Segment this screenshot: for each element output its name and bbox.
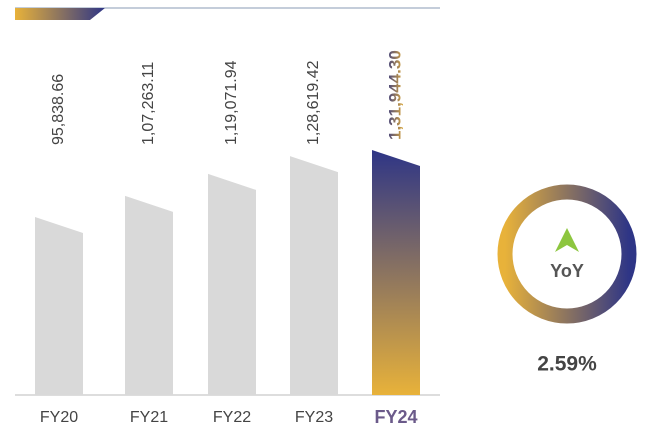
value-label: 1,07,263.11 xyxy=(140,62,157,145)
yoy-value: 2.59% xyxy=(537,353,597,376)
value-label: 95,838.66 xyxy=(50,74,67,145)
bar xyxy=(35,217,83,395)
bar xyxy=(372,150,420,395)
x-tick-label: FY24 xyxy=(374,407,417,427)
yoy-arrow xyxy=(555,228,579,252)
x-tick-label: FY20 xyxy=(40,409,78,426)
bar xyxy=(125,195,173,395)
value-label: 1,19,071.94 xyxy=(223,60,240,145)
yoy-ring xyxy=(497,184,637,324)
x-tick-label: FY21 xyxy=(130,409,168,426)
yoy-label: YoY xyxy=(550,261,584,281)
bar xyxy=(290,156,338,395)
banner xyxy=(15,8,105,20)
value-label: 1,28,619.42 xyxy=(305,60,322,145)
bar xyxy=(208,173,256,395)
x-tick-label: FY23 xyxy=(295,409,333,426)
x-tick-label: FY22 xyxy=(213,409,251,426)
value-label: 1,31,944.30 xyxy=(385,50,404,140)
